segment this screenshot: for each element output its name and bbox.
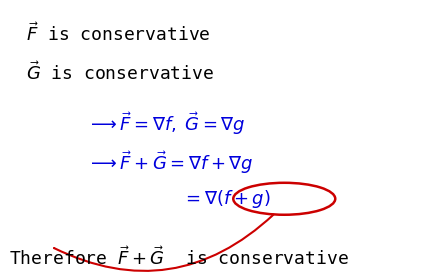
Text: $\longrightarrow \vec{F} = \nabla f,\; \vec{G} = \nabla g$: $\longrightarrow \vec{F} = \nabla f,\; \… bbox=[87, 110, 245, 137]
Text: $= \nabla(f+g)$: $= \nabla(f+g)$ bbox=[182, 188, 271, 210]
Text: Therefore $\vec{F}+\vec{G}$  is conservative: Therefore $\vec{F}+\vec{G}$ is conservat… bbox=[9, 246, 349, 269]
Text: $\vec{G}$ is conservative: $\vec{G}$ is conservative bbox=[26, 61, 214, 84]
Text: $\longrightarrow \vec{F} + \vec{G} = \nabla f + \nabla g$: $\longrightarrow \vec{F} + \vec{G} = \na… bbox=[87, 149, 253, 176]
FancyArrowPatch shape bbox=[54, 215, 273, 271]
Text: $\vec{F}$ is conservative: $\vec{F}$ is conservative bbox=[26, 22, 210, 45]
